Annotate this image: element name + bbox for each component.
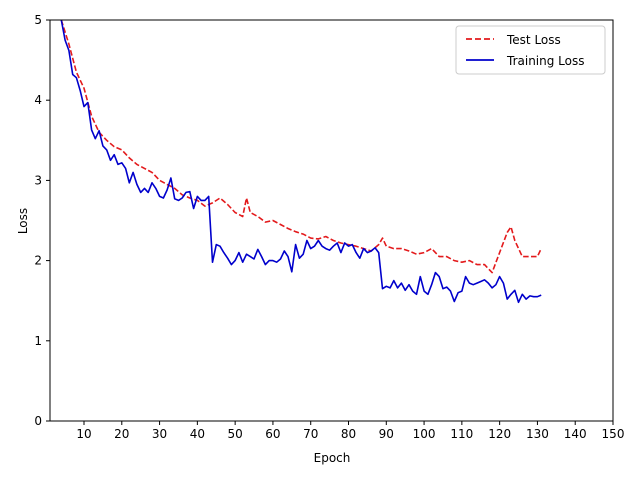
legend: Test Loss Training Loss bbox=[455, 25, 606, 75]
test-loss-line bbox=[60, 20, 542, 274]
y-tick-label: 3 bbox=[34, 173, 42, 187]
x-tick-label: 60 bbox=[265, 427, 280, 441]
x-tick-label: 20 bbox=[114, 427, 129, 441]
legend-training-loss-label: Training Loss bbox=[506, 54, 584, 68]
y-axis-label: Loss bbox=[16, 208, 30, 234]
training-loss-line bbox=[60, 20, 542, 304]
axes-frame bbox=[49, 19, 614, 422]
x-tick-label: 150 bbox=[602, 427, 625, 441]
x-axis-label: Epoch bbox=[314, 451, 351, 465]
x-tick-label: 30 bbox=[152, 427, 167, 441]
x-tick-label: 130 bbox=[526, 427, 549, 441]
x-tick-label: 140 bbox=[564, 427, 587, 441]
x-tick-label: 110 bbox=[450, 427, 473, 441]
axes bbox=[49, 19, 614, 422]
ticks: 10 20 30 40 50 60 70 80 90 100 110 120 130 140 150 0 1 2 3… bbox=[34, 13, 624, 441]
x-tick-label: 10 bbox=[76, 427, 91, 441]
legend-test-loss-label: Test Loss bbox=[506, 33, 561, 47]
plot-area bbox=[60, 20, 542, 304]
x-tick-label: 100 bbox=[413, 427, 436, 441]
x-tick-label: 80 bbox=[341, 427, 356, 441]
x-tick-label: 90 bbox=[379, 427, 394, 441]
legend-box bbox=[455, 25, 606, 75]
y-tick-label: 1 bbox=[34, 334, 42, 348]
x-tick-label: 120 bbox=[488, 427, 511, 441]
x-tick-label: 70 bbox=[303, 427, 318, 441]
x-tick-label: 50 bbox=[228, 427, 243, 441]
y-tick-label: 2 bbox=[34, 254, 42, 268]
x-tick-label: 40 bbox=[190, 427, 205, 441]
y-tick-label: 5 bbox=[34, 13, 42, 27]
y-tick-label: 0 bbox=[34, 414, 42, 428]
y-tick-label: 4 bbox=[34, 93, 42, 107]
